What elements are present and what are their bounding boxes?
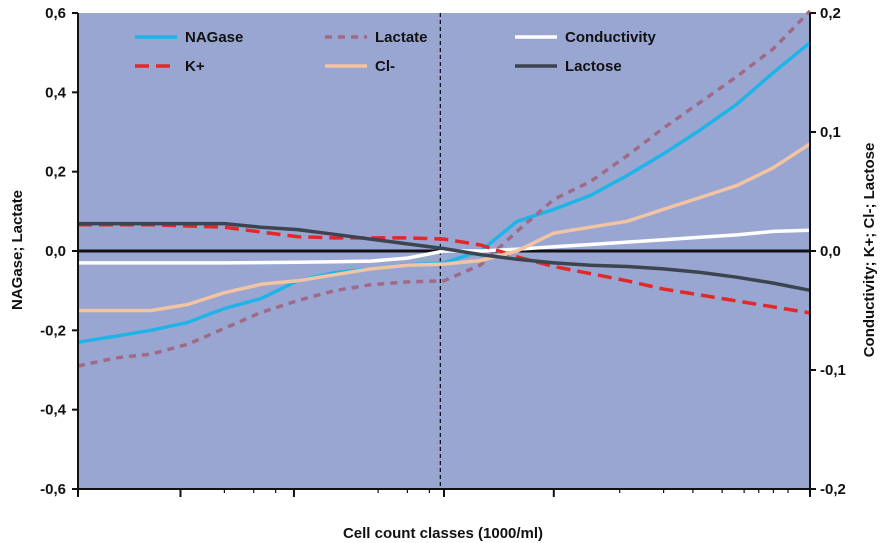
legend-label-kplus: K+ [185,58,205,75]
series-line-lactose [78,221,811,293]
y-left-tick-label: 0,2 [45,164,66,181]
y-left-tick-label: -0,2 [40,322,66,339]
legend-label-nagase: NAGase [185,29,243,46]
x-axis-title: Cell count classes (1000/ml) [343,525,543,542]
y-right-tick-label: 0,1 [820,124,841,141]
y-axis-title-left: NAGase; Lactate [9,190,26,310]
legend-label-conductivity: Conductivity [565,29,656,46]
legend: NAGase Lactate Conductivity K+ Cl- Lactose [135,29,656,75]
y-left-tick-label: 0,0 [45,243,66,260]
series-lines [77,9,812,368]
legend-label-cl: Cl- [375,58,395,75]
y-right-tick-label: -0,1 [820,362,846,379]
y-left-tick-label: -0,4 [40,402,67,419]
y-left-tick-label: -0,6 [40,481,66,498]
series-line-cl [78,142,811,313]
series-line-kplus [78,223,811,315]
series-line-lactate [77,9,812,368]
y-right-tick-label: 0,0 [820,243,841,260]
axes: 0,6 0,4 0,2 0,0 -0,2 -0,4 -0,6 0,2 0,1 0,0 -0,1 -0,… [40,5,846,498]
y-axis-title-right: Conductivity; K+; Cl-; Lactose [861,143,878,358]
y-right-tick-label: 0,2 [820,5,841,22]
y-right-tick-label: -0,2 [820,481,846,498]
legend-label-lactose: Lactose [565,58,622,75]
y-left-tick-label: 0,6 [45,5,66,22]
legend-label-lactate: Lactate [375,29,428,46]
y-left-tick-label: 0,4 [45,84,67,101]
